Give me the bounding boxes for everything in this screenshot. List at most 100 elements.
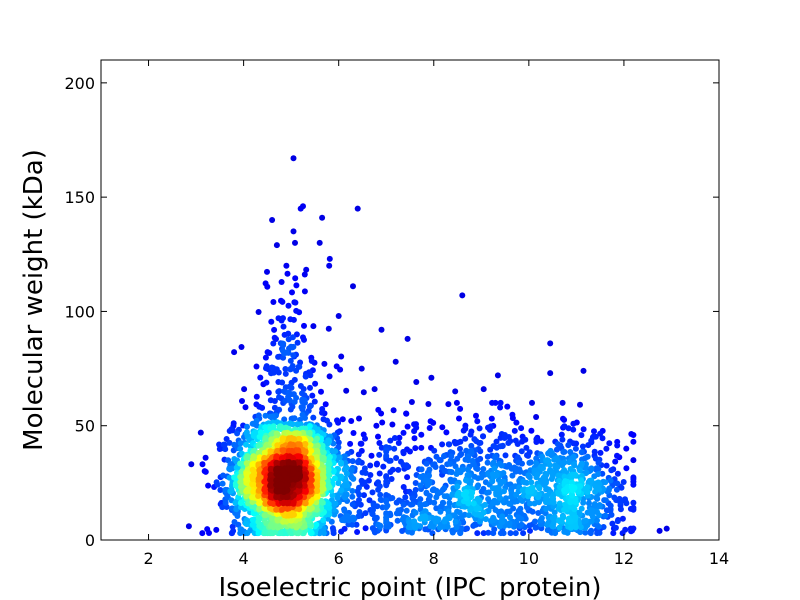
data-point <box>289 363 296 369</box>
data-point <box>237 440 244 447</box>
data-point <box>301 322 307 329</box>
data-point <box>519 487 526 494</box>
data-point <box>663 525 670 532</box>
data-point <box>499 443 506 450</box>
data-point <box>575 488 582 495</box>
data-point <box>273 242 280 249</box>
data-point <box>539 453 546 460</box>
data-point <box>488 415 495 422</box>
data-point <box>484 459 491 466</box>
data-point <box>588 527 595 534</box>
data-point <box>262 488 269 495</box>
data-point <box>582 517 589 524</box>
data-point <box>552 462 559 469</box>
data-point <box>470 500 477 507</box>
data-point <box>338 473 345 480</box>
data-point <box>400 516 407 523</box>
data-point <box>307 442 314 449</box>
data-point <box>480 466 487 472</box>
data-point <box>257 374 264 381</box>
data-point <box>269 515 276 522</box>
data-point <box>496 523 503 530</box>
data-point <box>411 522 418 529</box>
data-point <box>537 517 544 524</box>
data-point <box>237 445 244 452</box>
data-point <box>355 513 362 520</box>
data-point <box>302 373 309 380</box>
data-point <box>293 394 300 401</box>
data-point <box>585 442 592 449</box>
data-point <box>267 448 274 455</box>
data-point <box>311 398 318 405</box>
data-point <box>492 507 499 513</box>
data-point <box>417 501 424 508</box>
data-point <box>556 500 563 507</box>
data-point <box>423 460 430 467</box>
data-point <box>486 426 493 433</box>
data-point <box>350 430 357 436</box>
data-point <box>614 480 621 487</box>
data-point <box>561 479 568 486</box>
data-point <box>589 513 596 520</box>
data-point <box>425 401 432 407</box>
data-point <box>393 455 400 461</box>
data-point <box>433 505 440 512</box>
data-point <box>437 508 444 515</box>
data-point <box>243 460 250 467</box>
data-point <box>301 288 308 295</box>
data-point <box>400 501 407 508</box>
data-point <box>594 530 601 537</box>
data-point <box>452 388 459 395</box>
data-point <box>280 323 287 330</box>
data-point <box>595 523 602 530</box>
data-point <box>241 386 248 393</box>
data-point <box>580 367 587 374</box>
data-point <box>576 467 583 474</box>
data-point <box>611 494 618 501</box>
data-point <box>599 435 606 442</box>
data-point <box>294 339 301 346</box>
data-point <box>441 485 448 492</box>
data-point <box>250 488 257 495</box>
x-tick-label: 14 <box>709 549 729 568</box>
data-point <box>253 417 260 424</box>
data-point <box>356 415 362 422</box>
data-point <box>395 466 402 473</box>
data-point <box>293 307 300 314</box>
data-point <box>338 353 345 360</box>
data-point <box>617 506 624 513</box>
data-point <box>290 435 297 442</box>
data-point <box>279 506 286 513</box>
data-point <box>232 482 239 489</box>
data-point <box>515 459 522 466</box>
data-point <box>482 516 489 523</box>
data-point <box>319 214 326 221</box>
data-point <box>476 497 483 504</box>
data-point <box>222 499 229 506</box>
x-tick-label: 10 <box>519 549 539 568</box>
x-tick-label: 6 <box>334 549 344 568</box>
data-point <box>343 491 350 498</box>
data-point <box>591 501 598 508</box>
data-point <box>338 460 345 467</box>
data-point <box>400 448 407 455</box>
data-point <box>480 530 487 537</box>
data-point <box>288 447 295 454</box>
data-point <box>267 522 274 529</box>
data-point <box>437 457 444 464</box>
data-point <box>337 366 344 373</box>
data-point <box>426 466 433 473</box>
y-axis-ticks: 0 50 100 150 200 <box>64 74 719 550</box>
data-point <box>295 530 302 537</box>
data-point <box>373 461 380 468</box>
data-point <box>270 299 277 305</box>
data-point <box>289 511 296 518</box>
data-point <box>233 464 240 471</box>
data-point <box>560 449 567 455</box>
data-point <box>262 354 269 361</box>
data-point <box>595 459 602 466</box>
data-point <box>533 414 540 420</box>
data-point <box>379 419 386 426</box>
data-point <box>281 416 288 423</box>
data-point <box>465 500 472 507</box>
